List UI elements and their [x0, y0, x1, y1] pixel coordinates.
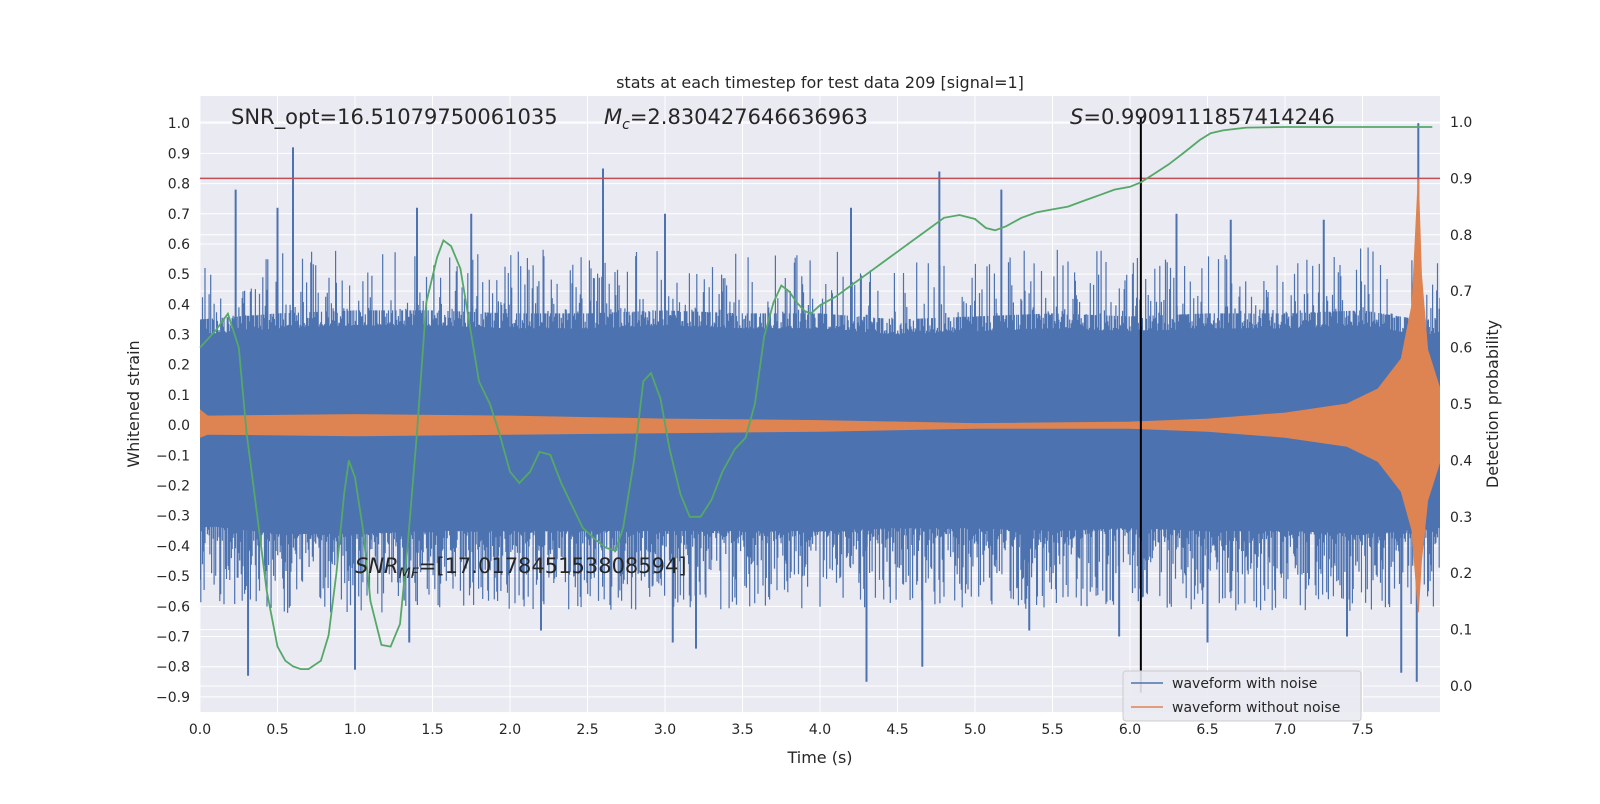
y2-axis-label: Detection probability [1483, 320, 1502, 488]
y-tick-label: 0.5 [168, 267, 190, 283]
y-tick-label: 0.7 [168, 207, 190, 223]
y2-tick-label: 0.7 [1450, 284, 1472, 300]
x-tick-label: 4.0 [809, 722, 831, 738]
y2-tick-label: 0.2 [1450, 566, 1472, 582]
x-tick-label: 2.0 [499, 722, 521, 738]
x-tick-label: 1.5 [421, 722, 443, 738]
y-tick-label: 0.0 [168, 418, 190, 434]
y-tick-label: −0.2 [156, 479, 190, 495]
y-tick-label: 0.3 [168, 328, 190, 344]
y-tick-label: 0.1 [168, 388, 190, 404]
x-axis-label: Time (s) [786, 748, 852, 767]
x-tick-label: 2.5 [576, 722, 598, 738]
annotation-s: S=0.9909111857414246 [1070, 105, 1335, 129]
y-tick-label: −0.6 [156, 599, 190, 615]
y2-tick-label: 0.8 [1450, 228, 1472, 244]
y-tick-label: −0.9 [156, 690, 190, 706]
annotation-snr-opt: SNR_opt=16.51079750061035 [231, 105, 558, 130]
x-tick-label: 5.0 [964, 722, 986, 738]
y-tick-label: 0.8 [168, 177, 190, 193]
x-tick-label: 3.5 [731, 722, 753, 738]
y2-tick-label: 0.4 [1450, 453, 1472, 469]
x-tick-label: 7.0 [1274, 722, 1296, 738]
y-tick-label: −0.5 [156, 569, 190, 585]
y2-tick-label: 0.9 [1450, 171, 1472, 187]
y2-tick-label: 0.3 [1450, 510, 1472, 526]
y-tick-label: −0.1 [156, 448, 190, 464]
x-tick-label: 1.0 [344, 722, 366, 738]
legend-label-without-noise: waveform without noise [1172, 700, 1340, 716]
legend-box [1122, 670, 1362, 722]
annotation-mc: Mc=2.830427646636963 [604, 105, 868, 133]
y-tick-label: 1.0 [168, 116, 190, 132]
x-tick-label: 5.5 [1041, 722, 1063, 738]
y-tick-label: −0.7 [156, 630, 190, 646]
clean-waveform-envelope [200, 177, 1440, 613]
axis-ticks: 0.0 0.5 1.0 1.5 2.0 2.5 3.0 3.5 4.0 4.5 5.0 5.5 6.0 6… [156, 115, 1472, 738]
y-axis-label: Whitened strain [124, 340, 143, 467]
y-tick-label: 0.9 [168, 146, 190, 162]
y-tick-label: −0.4 [156, 539, 190, 555]
y-tick-label: 0.6 [168, 237, 190, 253]
y-tick-label: 0.2 [168, 358, 190, 374]
y2-tick-label: 1.0 [1450, 115, 1472, 131]
series-waveform-without-noise [200, 177, 1440, 613]
y2-tick-label: 0.0 [1450, 679, 1472, 695]
y-tick-label: −0.3 [156, 509, 190, 525]
x-tick-label: 4.5 [886, 722, 908, 738]
x-tick-label: 3.0 [654, 722, 676, 738]
overlay [199, 117, 1440, 693]
detection-probability-line [199, 126, 1433, 670]
y2-tick-label: 0.6 [1450, 341, 1472, 357]
legend-label-with-noise: waveform with noise [1172, 676, 1317, 692]
y2-tick-label: 0.5 [1450, 397, 1472, 413]
chart-title: stats at each timestep for test data 209… [616, 73, 1024, 92]
y2-tick-label: 0.1 [1450, 623, 1472, 639]
x-tick-label: 0.5 [266, 722, 288, 738]
y-tick-label: 0.4 [168, 297, 190, 313]
legend: waveform with noise waveform without noi… [1122, 670, 1362, 722]
annotation-snr-mf: SNRMF=[17.017845153808594] [355, 554, 687, 582]
x-tick-label: 6.0 [1119, 722, 1141, 738]
x-tick-label: 7.5 [1351, 722, 1373, 738]
y-tick-label: −0.8 [156, 660, 190, 676]
x-tick-label: 6.5 [1196, 722, 1218, 738]
x-tick-label: 0.0 [189, 722, 211, 738]
